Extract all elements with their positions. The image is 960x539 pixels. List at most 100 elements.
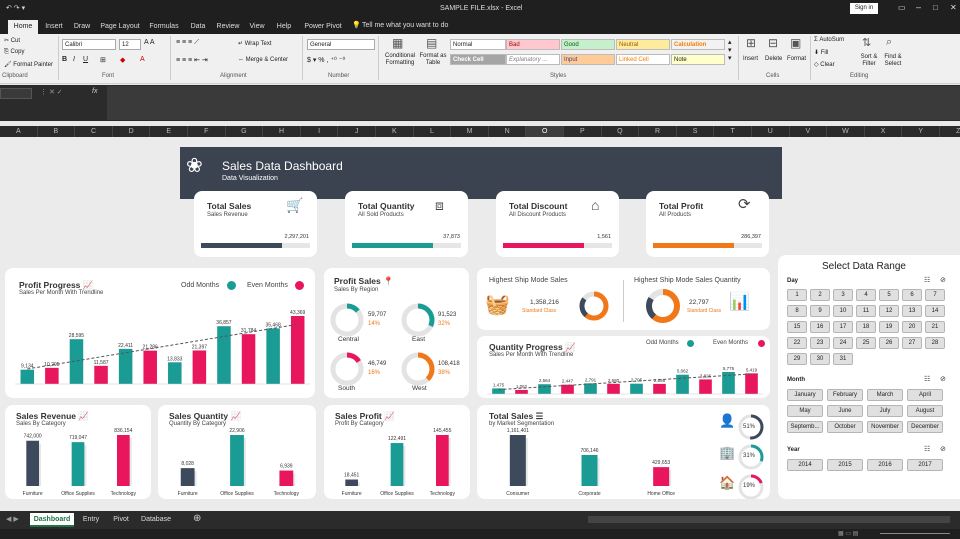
- delete-cells-icon[interactable]: ⊟: [768, 36, 779, 50]
- copy-button[interactable]: ⎘ Copy: [4, 49, 25, 55]
- column-header[interactable]: Y: [902, 126, 940, 137]
- column-header[interactable]: U: [752, 126, 790, 137]
- slicer-button[interactable]: 17: [833, 321, 853, 333]
- align-top-icons[interactable]: ≡ ≡ ≡ ⟋: [176, 39, 199, 46]
- fx-icon[interactable]: fx: [92, 88, 98, 95]
- horizontal-scrollbar[interactable]: [588, 516, 950, 523]
- style-check-cell[interactable]: Check Cell: [450, 54, 506, 65]
- slicer-button[interactable]: 30: [810, 353, 830, 365]
- multi-select-icon[interactable]: ☷: [924, 277, 931, 284]
- find-select-button[interactable]: Find & Select: [884, 54, 902, 67]
- slicer-button[interactable]: 26: [879, 337, 899, 349]
- tab-insert[interactable]: Insert: [45, 23, 63, 30]
- sign-in-button[interactable]: Sign in: [850, 3, 878, 14]
- slicer-button[interactable]: 22: [787, 337, 807, 349]
- clear-button[interactable]: ◇ Clear: [814, 62, 835, 68]
- name-box[interactable]: [0, 88, 32, 99]
- column-header[interactable]: R: [639, 126, 677, 137]
- slicer-button[interactable]: 5: [879, 289, 899, 301]
- sheet-tab-database[interactable]: Database: [141, 516, 171, 523]
- italic-button[interactable]: I: [73, 56, 75, 63]
- sort-filter-button[interactable]: Sort & Filter: [860, 54, 878, 67]
- slicer-button[interactable]: 8: [787, 305, 807, 317]
- slicer-button[interactable]: 14: [925, 305, 945, 317]
- slicer-button[interactable]: 15: [787, 321, 807, 333]
- column-header[interactable]: S: [677, 126, 715, 137]
- format-cells-icon[interactable]: ▣: [790, 36, 802, 50]
- slicer-button[interactable]: 2016: [867, 459, 903, 471]
- minimize-icon[interactable]: –: [916, 2, 922, 12]
- formula-buttons[interactable]: ⋮ ✕ ✓: [40, 89, 63, 96]
- delete-cells-button[interactable]: Delete: [765, 56, 783, 62]
- clear-filter-icon[interactable]: ⊘: [940, 277, 946, 284]
- slicer-button[interactable]: 25: [856, 337, 876, 349]
- slicer-button[interactable]: 12: [879, 305, 899, 317]
- clear-filter-icon[interactable]: ⊘: [940, 376, 946, 383]
- sort-filter-icon[interactable]: ⇅: [862, 37, 872, 49]
- insert-cells-button[interactable]: Insert: [743, 56, 759, 62]
- slicer-button[interactable]: January: [787, 389, 823, 401]
- slicer-button[interactable]: 19: [879, 321, 899, 333]
- tab-review[interactable]: Review: [216, 23, 240, 30]
- font-color-icon[interactable]: A: [140, 56, 145, 63]
- slicer-button[interactable]: Septemb...: [787, 421, 823, 433]
- slicer-button[interactable]: 2014: [787, 459, 823, 471]
- slicer-button[interactable]: October: [827, 421, 863, 433]
- tab-scroll-icons[interactable]: ◀ ▶: [6, 516, 19, 523]
- ribbon-display-icon[interactable]: ▭: [898, 3, 906, 12]
- slicer-button[interactable]: 1: [787, 289, 807, 301]
- slicer-button[interactable]: 9: [810, 305, 830, 317]
- tab-page-layout[interactable]: Page Layout: [100, 23, 140, 30]
- slicer-button[interactable]: 24: [833, 337, 853, 349]
- multi-select-icon[interactable]: ☷: [924, 446, 931, 453]
- format-as-table-icon[interactable]: ▤: [426, 36, 438, 50]
- sheet-tab-dashboard[interactable]: Dashboard: [30, 513, 74, 527]
- tab-draw[interactable]: Draw: [73, 23, 91, 30]
- formula-input[interactable]: [107, 86, 960, 120]
- slicer-button[interactable]: 21: [925, 321, 945, 333]
- grow-font-icon[interactable]: A A: [144, 39, 155, 46]
- slicer-button[interactable]: 20: [902, 321, 922, 333]
- slicer-button[interactable]: May: [787, 405, 823, 417]
- slicer-button[interactable]: 7: [925, 289, 945, 301]
- column-header[interactable]: X: [865, 126, 903, 137]
- zoom-slider[interactable]: [880, 533, 950, 534]
- slicer-button[interactable]: 18: [856, 321, 876, 333]
- sheet-tab-pivot[interactable]: Pivot: [113, 516, 129, 523]
- style-note[interactable]: Note: [671, 54, 725, 65]
- column-header[interactable]: O: [526, 126, 564, 137]
- style-bad[interactable]: Bad: [506, 39, 560, 50]
- clear-filter-icon[interactable]: ⊘: [940, 446, 946, 453]
- column-header[interactable]: E: [150, 126, 188, 137]
- slicer-button[interactable]: 2017: [907, 459, 943, 471]
- slicer-button[interactable]: 13: [902, 305, 922, 317]
- slicer-button[interactable]: 2: [810, 289, 830, 301]
- add-sheet-icon[interactable]: ⊕: [193, 513, 202, 524]
- slicer-button[interactable]: 2015: [827, 459, 863, 471]
- slicer-button[interactable]: 27: [902, 337, 922, 349]
- cut-button[interactable]: ✂ Cut: [4, 38, 21, 44]
- tab-home[interactable]: Home: [8, 20, 38, 34]
- borders-icon[interactable]: ⊞: [100, 57, 106, 64]
- sheet-tab-entry[interactable]: Entry: [82, 516, 100, 523]
- slicer-button[interactable]: March: [867, 389, 903, 401]
- format-painter-button[interactable]: 🖌 Format Painter: [4, 62, 53, 68]
- slicer-button[interactable]: June: [827, 405, 863, 417]
- style-neutral[interactable]: Neutral: [616, 39, 670, 50]
- slicer-button[interactable]: 6: [902, 289, 922, 301]
- column-header[interactable]: T: [714, 126, 752, 137]
- style-linked-cell[interactable]: Linked Cell: [616, 54, 670, 65]
- styles-scroll-icon[interactable]: ▴ ▾ ▾: [728, 39, 732, 62]
- column-header[interactable]: D: [113, 126, 151, 137]
- slicer-button[interactable]: 11: [856, 305, 876, 317]
- tab-power-pivot[interactable]: Power Pivot: [304, 23, 342, 30]
- style-explanatory[interactable]: Explanatory ...: [506, 54, 560, 65]
- column-header[interactable]: V: [790, 126, 828, 137]
- slicer-button[interactable]: 29: [787, 353, 807, 365]
- tab-help[interactable]: Help: [276, 23, 292, 30]
- style-good[interactable]: Good: [561, 39, 615, 50]
- wrap-text-button[interactable]: ↵ Wrap Text: [238, 41, 272, 47]
- slicer-button[interactable]: November: [867, 421, 903, 433]
- style-input[interactable]: Input: [561, 54, 615, 65]
- insert-cells-icon[interactable]: ⊞: [746, 36, 757, 50]
